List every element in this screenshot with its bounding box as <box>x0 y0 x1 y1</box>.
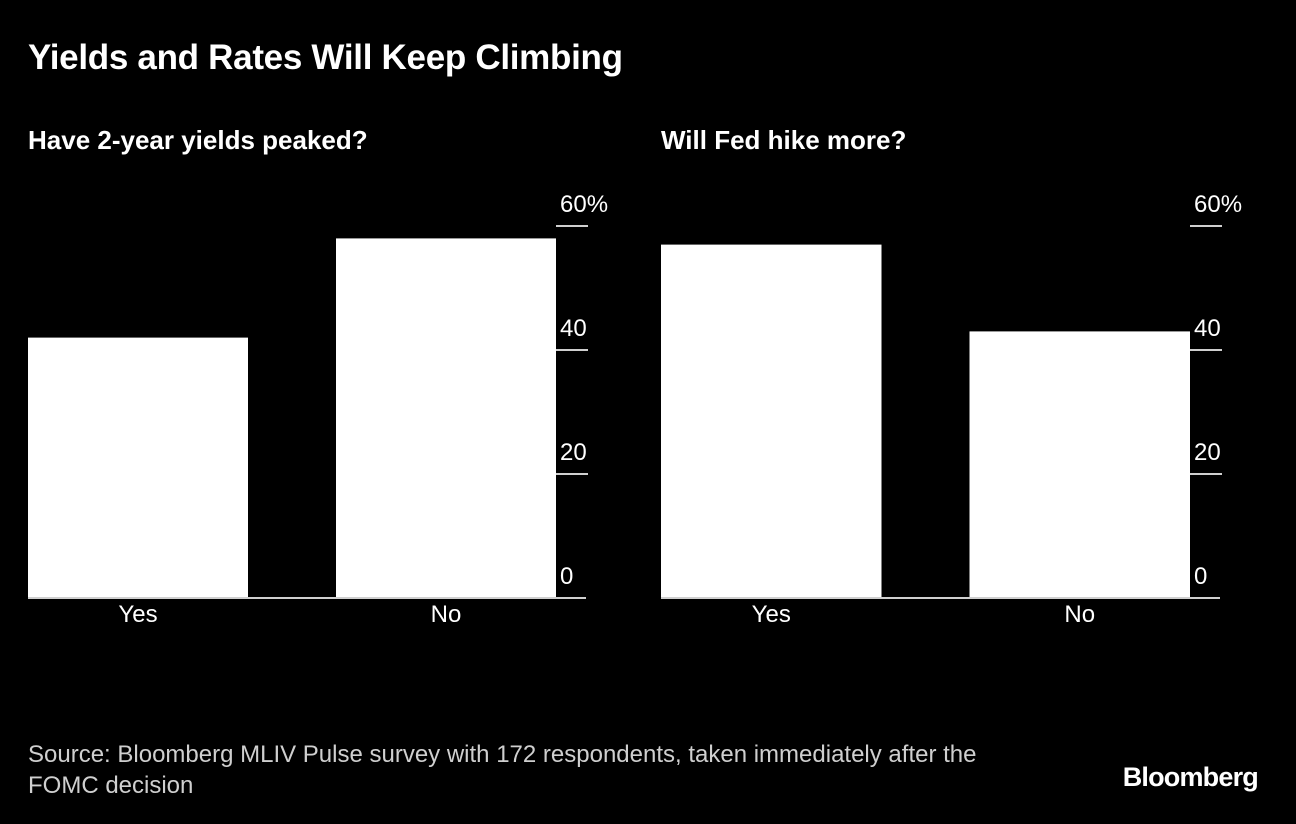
bloomberg-logo: Bloomberg <box>1122 762 1259 792</box>
x-category-label-yes: Yes <box>752 601 791 628</box>
chart-title-fed-hike: Will Fed hike more? <box>661 125 907 155</box>
y-tick-label-60: 60% <box>560 191 608 218</box>
y-tick-label-60: 60% <box>1194 191 1242 218</box>
bar-yes <box>661 244 882 598</box>
bar-yes <box>28 337 248 598</box>
y-tick-label-0: 0 <box>560 563 573 590</box>
chart-yields-peaked: 0 20 40 60% Yes No <box>28 191 608 628</box>
x-category-label-no: No <box>431 601 462 628</box>
y-tick-label-40: 40 <box>560 315 587 342</box>
page-title: Yields and Rates Will Keep Climbing <box>28 38 623 77</box>
chart-title-yields-peaked: Have 2-year yields peaked? <box>28 125 368 155</box>
x-category-label-no: No <box>1064 601 1095 628</box>
chart-fed-hike: 0 20 40 60% Yes No <box>661 191 1242 628</box>
bar-no <box>969 331 1190 598</box>
x-category-label-yes: Yes <box>118 601 157 628</box>
y-tick-label-40: 40 <box>1194 315 1221 342</box>
bar-no <box>336 238 556 598</box>
y-tick-label-20: 20 <box>560 439 587 466</box>
y-tick-label-0: 0 <box>1194 563 1207 590</box>
y-tick-label-20: 20 <box>1194 439 1221 466</box>
source-note: Source: Bloomberg MLIV Pulse survey with… <box>28 741 977 799</box>
